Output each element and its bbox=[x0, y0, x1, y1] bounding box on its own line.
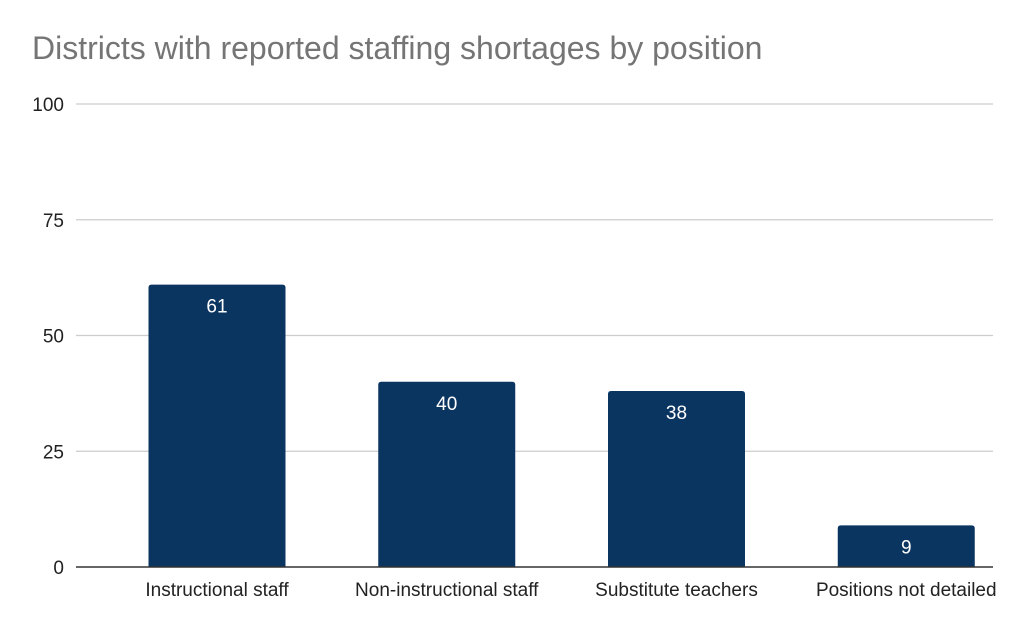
chart-title: Districts with reported staffing shortag… bbox=[32, 30, 763, 66]
y-tick-label-75: 75 bbox=[43, 211, 64, 232]
bar-positions-not-detailed bbox=[837, 525, 975, 567]
y-tick-label-100: 100 bbox=[32, 95, 64, 116]
bar-non-instructional-staff bbox=[378, 381, 516, 567]
y-tick-label-50: 50 bbox=[43, 327, 64, 348]
y-axis-tick-labels: 0 25 50 75 100 bbox=[32, 95, 64, 579]
y-tick-label-0: 0 bbox=[53, 558, 64, 579]
x-tick-label-non-instructional-staff: Non-instructional staff bbox=[355, 580, 539, 601]
data-label-substitute-teachers: 38 bbox=[666, 403, 687, 424]
x-tick-label-positions-not-detailed: Positions not detailed bbox=[816, 580, 997, 601]
x-tick-label-instructional-staff: Instructional staff bbox=[145, 580, 289, 601]
data-label-instructional-staff: 61 bbox=[206, 297, 227, 318]
data-label-positions-not-detailed: 9 bbox=[901, 537, 912, 558]
y-tick-label-25: 25 bbox=[43, 442, 64, 463]
x-axis-category-labels: Instructional staff Non-instructional sta… bbox=[145, 580, 996, 601]
data-label-non-instructional-staff: 40 bbox=[436, 394, 457, 415]
bars: 61 40 38 9 bbox=[148, 284, 975, 567]
x-tick-label-substitute-teachers: Substitute teachers bbox=[595, 580, 758, 601]
bar-substitute-teachers bbox=[608, 391, 745, 567]
bar-instructional-staff bbox=[148, 284, 286, 567]
